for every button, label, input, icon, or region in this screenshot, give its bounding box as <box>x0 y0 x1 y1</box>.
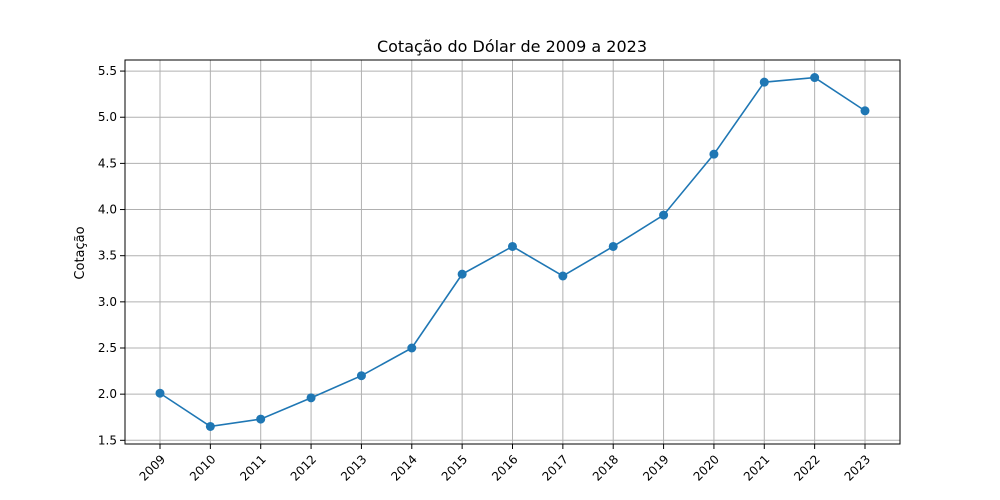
x-tick-label: 2017 <box>539 452 570 483</box>
y-tick-label: 1.5 <box>98 433 117 447</box>
x-tick-label: 2020 <box>691 452 722 483</box>
data-point-marker <box>558 271 568 281</box>
y-tick-label: 5.5 <box>98 64 117 78</box>
x-tick-label: 2010 <box>187 452 218 483</box>
x-tick-label: 2013 <box>338 452 369 483</box>
data-point-marker <box>659 210 669 220</box>
x-tick-label: 2009 <box>137 452 168 483</box>
x-tick-label: 2016 <box>489 452 520 483</box>
data-point-marker <box>810 73 820 83</box>
data-point-marker <box>508 241 517 251</box>
y-tick-label: 4.5 <box>98 156 117 170</box>
series-layer <box>155 73 870 431</box>
y-axis-label: Cotação <box>73 226 88 279</box>
data-point-marker <box>407 343 417 353</box>
y-tick-label: 5.0 <box>98 110 117 124</box>
grid <box>125 60 900 444</box>
x-tick-label: 2015 <box>439 452 470 483</box>
x-tick-label: 2012 <box>288 452 319 483</box>
y-tick-label: 2.5 <box>98 341 117 355</box>
data-point-marker <box>205 421 215 431</box>
x-tick-label: 2019 <box>640 452 671 483</box>
chart-title: Cotação do Dólar de 2009 a 2023 <box>377 37 647 56</box>
y-tick-label: 3.0 <box>98 295 117 309</box>
y-tick-label: 3.5 <box>98 249 117 263</box>
x-tick-label: 2014 <box>388 452 419 483</box>
y-tick-label: 2.0 <box>98 387 117 401</box>
x-tick-label: 2022 <box>791 452 822 483</box>
x-tick-label: 2018 <box>590 452 621 483</box>
data-point-marker <box>759 77 769 87</box>
data-point-marker <box>709 149 719 159</box>
data-point-marker <box>457 269 467 279</box>
data-point-marker <box>256 414 266 424</box>
x-tick-label: 2023 <box>842 452 873 483</box>
data-point-marker <box>356 371 366 381</box>
x-tick-label: 2021 <box>741 452 772 483</box>
data-point-marker <box>306 393 316 403</box>
data-point-marker <box>860 106 870 116</box>
y-tick-label: 4.0 <box>98 203 117 217</box>
x-tick-label: 2011 <box>237 452 268 483</box>
axis-ticks: 2009 2010 2011 2012 2013 2014 2015 2016 2017 2018… <box>98 64 873 484</box>
data-point-marker <box>608 241 618 251</box>
data-point-marker <box>155 388 165 398</box>
